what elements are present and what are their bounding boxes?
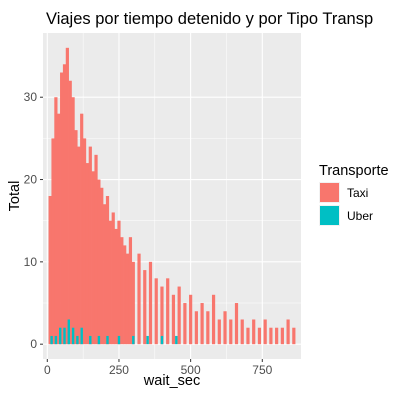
x-axis-title: wait_sec: [143, 373, 200, 389]
bar-taxi: [60, 72, 64, 345]
bar-uber: [132, 335, 135, 345]
bar-taxi: [223, 311, 227, 345]
x-tick-label: 750: [252, 363, 272, 377]
bar-taxi: [114, 228, 118, 345]
bar-taxi: [71, 97, 75, 345]
y-tick-label: 0: [30, 337, 37, 351]
bar-uber: [146, 335, 149, 345]
bar-uber: [54, 335, 58, 345]
bar-uber: [97, 335, 101, 345]
x-tick-label: 0: [44, 363, 51, 377]
bar-taxi: [128, 237, 133, 345]
bar-taxi: [108, 220, 112, 345]
bar-taxi: [160, 286, 164, 345]
bar-taxi: [206, 311, 210, 345]
bar-taxi: [286, 319, 290, 345]
bar-uber: [63, 327, 66, 345]
x-axis: 0 250 500 750: [44, 359, 273, 377]
x-tick-label: 250: [109, 363, 129, 377]
bar-taxi: [74, 130, 78, 345]
bar-taxi: [120, 237, 124, 345]
bar-taxi: [105, 196, 110, 345]
legend-key-taxi: [320, 183, 339, 202]
y-tick-label: 20: [24, 173, 38, 187]
bar-taxi: [111, 212, 115, 345]
bar-taxi: [94, 154, 98, 345]
bar-taxi: [292, 327, 296, 345]
bar-taxi: [123, 245, 127, 345]
bar-taxi: [252, 319, 256, 345]
bar-uber: [117, 335, 121, 345]
bar-taxi: [137, 253, 141, 345]
bar-taxi: [217, 319, 221, 345]
bar-uber: [71, 327, 75, 345]
bar-taxi: [183, 303, 187, 345]
bar-uber: [160, 335, 164, 345]
bar-taxi: [80, 113, 84, 345]
bar-uber: [80, 327, 83, 345]
y-axis: 0 10 20 30: [24, 90, 43, 351]
bar-taxi: [103, 204, 107, 345]
bar-taxi: [48, 196, 52, 345]
bar-taxi: [54, 97, 58, 345]
bar-taxi: [269, 327, 273, 345]
bar-taxi: [166, 278, 170, 345]
chart-title: Viajes por tiempo detenido y por Tipo Tr…: [46, 10, 373, 28]
bar-taxi: [280, 327, 284, 345]
bar-taxi: [57, 113, 61, 345]
bar-taxi: [68, 80, 72, 345]
bar-taxi: [200, 303, 204, 345]
bar-taxi: [211, 294, 216, 345]
bar-taxi: [51, 138, 55, 345]
bar-uber: [175, 335, 178, 345]
bar-taxi: [82, 138, 87, 345]
bar-taxi: [229, 319, 233, 345]
x-tick-label: 500: [181, 363, 201, 377]
legend-key-uber: [320, 206, 339, 225]
bar-taxi: [234, 303, 239, 345]
bar-taxi: [125, 253, 130, 345]
bar-taxi: [117, 220, 121, 345]
legend: Transporte Taxi Uber: [319, 163, 389, 226]
bar-taxi: [257, 327, 262, 345]
bar-taxi: [77, 146, 81, 345]
bar-taxi: [275, 327, 279, 345]
bar-taxi: [62, 64, 67, 345]
bar-taxi: [65, 47, 69, 345]
bar-uber: [59, 327, 62, 345]
bar-taxi: [194, 311, 198, 345]
bar-taxi: [240, 319, 244, 345]
legend-label-uber: Uber: [347, 209, 373, 223]
y-tick-label: 30: [24, 90, 38, 104]
bar-uber: [89, 335, 92, 345]
bar-taxi: [148, 261, 153, 345]
bar-uber: [67, 319, 70, 345]
bar-taxi: [131, 261, 135, 345]
bar-taxi: [246, 327, 250, 345]
legend-title: Transporte: [319, 163, 389, 179]
bar-taxi: [189, 294, 193, 345]
bar-taxi: [263, 319, 267, 345]
y-axis-title: Total: [7, 181, 23, 212]
legend-label-taxi: Taxi: [347, 186, 368, 200]
bar-taxi: [177, 286, 181, 345]
bar-taxi: [154, 278, 158, 345]
bar-uber: [50, 335, 53, 345]
bars: [48, 47, 296, 345]
bar-uber: [106, 335, 109, 345]
bar-taxi: [91, 171, 95, 345]
bar-taxi: [85, 163, 90, 345]
bar-uber: [76, 335, 79, 345]
bar-taxi: [171, 294, 176, 345]
bar-taxi: [88, 146, 92, 345]
y-tick-label: 10: [24, 255, 38, 269]
bar-taxi: [100, 187, 104, 345]
bar-taxi: [143, 270, 147, 345]
bar-taxi: [97, 179, 101, 345]
